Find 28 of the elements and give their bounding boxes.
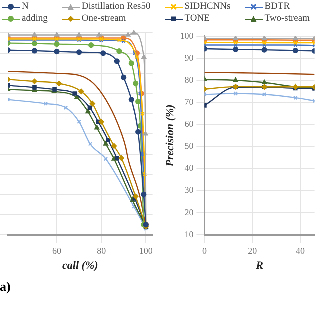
y-axis-title: Precision (%) — [164, 104, 176, 167]
y-tick-label: 50 — [184, 141, 194, 152]
y-tick-label: 80 — [184, 74, 194, 85]
text: a) — [0, 279, 12, 295]
legend-label: adding — [22, 14, 48, 24]
x-tick-label: 0 — [202, 246, 208, 256]
y-tick-label: 20 — [184, 207, 194, 218]
x-tick-label: 20 — [248, 246, 258, 256]
legend-label: Two-stream — [264, 14, 310, 24]
y-tick-label: 30 — [184, 185, 194, 196]
x-axis-title: call (%) — [62, 260, 98, 272]
legend-label: N — [22, 2, 29, 12]
x-tick-label: 60 — [52, 246, 62, 256]
y-tick-label: 10 — [184, 229, 194, 240]
y-tick-label: 90 — [184, 52, 194, 63]
x-tick-label: 80 — [97, 246, 107, 256]
legend-label: Distillation Res50 — [82, 2, 151, 12]
y-tick-label: 40 — [184, 163, 194, 174]
y-tick-label: 60 — [184, 119, 194, 130]
x-axis-title: R — [255, 260, 264, 272]
legend-label: TONE — [184, 14, 210, 24]
legend-label: BDTR — [264, 2, 290, 12]
legend-label: One-stream — [82, 14, 126, 24]
x-tick-label: 100 — [139, 246, 154, 256]
y-tick-label: 70 — [184, 96, 194, 107]
x-tick-label: 40 — [296, 246, 306, 256]
legend-label: SIDHCNNs — [184, 2, 231, 12]
y-tick-label: 100 — [180, 30, 194, 41]
